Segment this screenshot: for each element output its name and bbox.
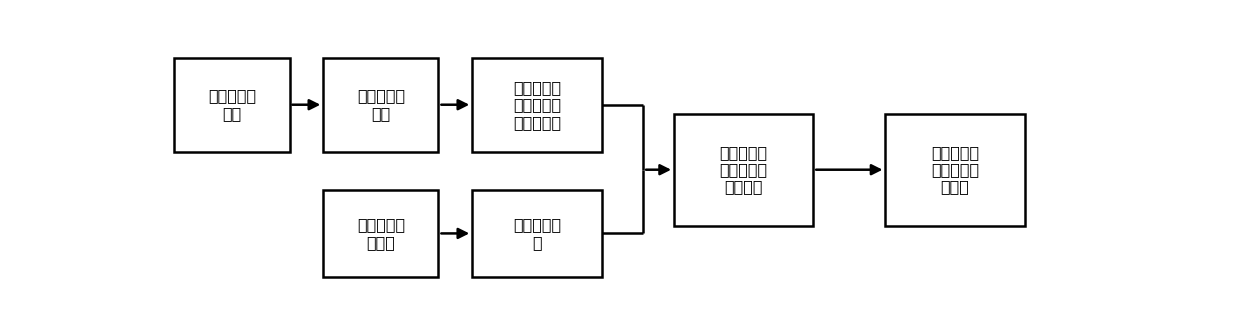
FancyBboxPatch shape	[675, 114, 813, 226]
Text: 三维激光扫
描建模: 三维激光扫 描建模	[357, 217, 405, 250]
Text: 对被测对象
降温: 对被测对象 降温	[208, 88, 255, 121]
Text: 红外热成像
视频: 红外热成像 视频	[357, 88, 405, 121]
FancyBboxPatch shape	[885, 114, 1024, 226]
Text: 被测对象三
维红外热成
像建模: 被测对象三 维红外热成 像建模	[931, 145, 980, 195]
FancyBboxPatch shape	[472, 58, 601, 152]
FancyBboxPatch shape	[324, 190, 439, 277]
FancyBboxPatch shape	[472, 190, 601, 277]
Text: 三维模型生
成: 三维模型生 成	[513, 217, 560, 250]
Text: 被测对象内
部三维温度
场反演计算: 被测对象内 部三维温度 场反演计算	[513, 80, 560, 130]
FancyBboxPatch shape	[174, 58, 289, 152]
FancyBboxPatch shape	[324, 58, 439, 152]
Text: 三维模型与
三维温度场
配准合并: 三维模型与 三维温度场 配准合并	[719, 145, 768, 195]
